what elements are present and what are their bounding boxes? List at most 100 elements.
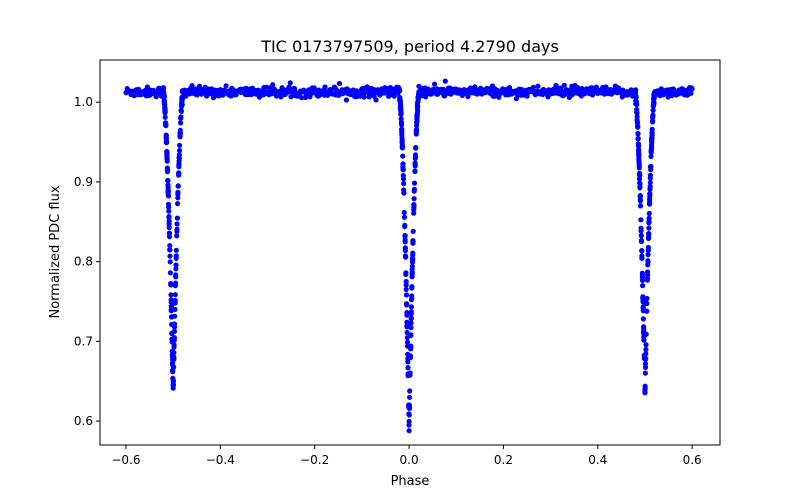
- data-point: [645, 269, 651, 275]
- data-point: [403, 282, 409, 288]
- data-point: [641, 328, 647, 334]
- data-point: [636, 160, 642, 166]
- data-point: [173, 274, 179, 280]
- data-point: [648, 167, 654, 173]
- data-point: [643, 351, 649, 357]
- data-point: [177, 132, 183, 139]
- data-point: [414, 112, 420, 118]
- data-point: [175, 195, 181, 201]
- data-point: [397, 97, 403, 103]
- data-point: [649, 142, 655, 148]
- data-point: [397, 88, 403, 94]
- data-point: [401, 209, 407, 216]
- data-point: [173, 266, 179, 272]
- data-point: [413, 144, 419, 151]
- data-point: [161, 101, 167, 107]
- data-point: [642, 370, 649, 376]
- data-point: [634, 109, 640, 115]
- x-tick-label: −0.6: [111, 453, 140, 467]
- data-point: [400, 166, 406, 172]
- data-point: [647, 196, 653, 202]
- data-point: [169, 339, 175, 345]
- data-point: [408, 325, 414, 331]
- data-point: [639, 277, 646, 283]
- data-point: [638, 238, 645, 245]
- data-point: [414, 104, 420, 110]
- data-point: [639, 272, 646, 278]
- data-point: [172, 298, 178, 304]
- data-point: [410, 228, 416, 234]
- data-point: [178, 107, 184, 113]
- data-point: [170, 375, 176, 381]
- data-point: [399, 126, 405, 132]
- data-point: [640, 283, 646, 289]
- data-point: [636, 151, 642, 157]
- data-point: [643, 355, 649, 362]
- data-point: [176, 164, 182, 170]
- data-point: [407, 388, 413, 394]
- data-point: [406, 422, 412, 428]
- x-tick-label: −0.4: [206, 453, 235, 467]
- data-point: [336, 80, 343, 87]
- data-point: [189, 83, 195, 89]
- data-point: [223, 83, 229, 89]
- data-point: [432, 81, 438, 87]
- data-point: [166, 214, 172, 220]
- data-point: [162, 105, 168, 111]
- data-point: [647, 172, 654, 178]
- plot-area-frame: [99, 59, 721, 446]
- data-point: [639, 248, 645, 254]
- data-point: [164, 150, 170, 156]
- data-point: [408, 311, 414, 317]
- data-point: [639, 255, 645, 261]
- data-point: [172, 283, 178, 289]
- data-point: [638, 233, 644, 239]
- data-point: [405, 356, 411, 362]
- data-point: [168, 292, 174, 298]
- data-point: [406, 402, 412, 408]
- data-point: [178, 120, 184, 126]
- data-point: [401, 190, 407, 196]
- y-tick-label: 0.7: [74, 334, 93, 348]
- data-point: [637, 185, 643, 191]
- data-point: [647, 191, 653, 197]
- data-point: [689, 86, 695, 92]
- data-point: [649, 138, 655, 144]
- data-point: [167, 253, 173, 259]
- data-point: [561, 82, 567, 88]
- data-point: [399, 135, 405, 141]
- x-tick-label: 0.4: [588, 453, 607, 467]
- data-point: [410, 240, 416, 246]
- data-point: [642, 385, 648, 391]
- x-axis-label: Phase: [391, 474, 430, 489]
- data-point: [287, 80, 293, 86]
- data-point: [638, 225, 644, 231]
- x-tick-label: 0.2: [494, 453, 513, 467]
- data-point: [168, 308, 174, 314]
- data-point: [171, 324, 178, 330]
- data-point: [648, 148, 654, 154]
- data-point: [642, 364, 649, 370]
- data-point: [635, 131, 641, 137]
- data-point: [174, 215, 180, 221]
- data-point: [423, 94, 429, 100]
- data-point: [391, 93, 397, 99]
- x-tick-label: −0.2: [300, 453, 329, 467]
- data-point: [176, 147, 183, 154]
- data-point: [404, 312, 410, 318]
- data-point: [645, 262, 651, 268]
- data-point: [165, 201, 172, 207]
- data-point: [408, 304, 414, 310]
- data-point: [402, 232, 408, 239]
- data-point: [160, 90, 166, 96]
- data-point: [589, 85, 595, 91]
- data-point: [166, 218, 172, 224]
- data-point: [641, 324, 647, 330]
- data-point: [647, 179, 653, 186]
- data-point: [401, 181, 407, 187]
- data-point: [414, 117, 420, 123]
- data-point: [637, 198, 644, 204]
- data-point: [403, 292, 410, 298]
- data-point: [162, 114, 168, 120]
